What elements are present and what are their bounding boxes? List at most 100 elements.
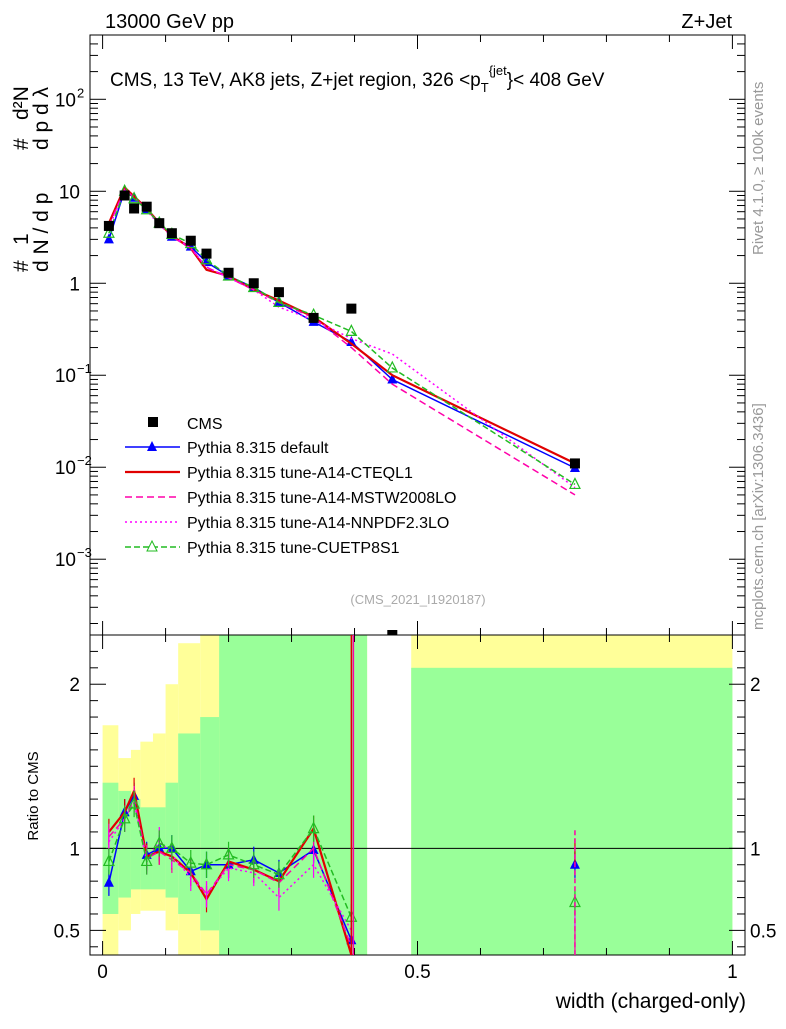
chart-title: CMS, 13 TeV, AK8 jets, Z+jet region, 326… — [110, 63, 605, 95]
series-point — [200, 252, 213, 265]
process-label: Z+Jet — [681, 11, 732, 33]
series-point — [346, 335, 357, 346]
ratio-tick-label-left: 0.5 — [54, 921, 80, 942]
ratio-tick-label-right: 2 — [750, 675, 761, 696]
ratio-y-ticks: 0.5 0.5 1 1 2 2 — [54, 650, 776, 948]
series-point — [272, 295, 285, 307]
cms-point — [346, 303, 357, 314]
x-ticks: 0 0.5 1 — [97, 35, 738, 983]
cms-point-offscale — [387, 630, 398, 635]
ratio-point — [307, 821, 320, 834]
cms-point — [308, 312, 319, 323]
ratio-bands — [102, 635, 733, 955]
cms-point — [119, 190, 130, 201]
cms-point — [201, 248, 212, 259]
ratio-point — [128, 796, 141, 809]
x-tick-label: 1 — [727, 962, 738, 983]
cms-point — [248, 278, 259, 289]
series-point — [102, 225, 115, 238]
cms-point — [185, 235, 196, 246]
ratio-point — [102, 854, 115, 867]
green-band — [130, 799, 141, 890]
y-tick-exponent: 2 — [77, 85, 84, 100]
green-band — [219, 635, 368, 955]
ratio-tick-label-left: 2 — [69, 675, 80, 696]
cms-point — [166, 228, 177, 239]
series-ratio — [102, 635, 581, 955]
series-point — [345, 324, 358, 336]
cms-points — [103, 190, 580, 635]
y-axis-label: # 1 d N / d p # d²N d p d λ — [10, 86, 53, 272]
ratio-tick-label-left: 1 — [69, 839, 80, 860]
cms-point — [273, 287, 284, 298]
ratio-y-label: Ratio to CMS — [25, 751, 42, 840]
series-line — [107, 185, 576, 465]
y-tick-label: 10 — [59, 182, 80, 203]
legend-label: Pythia 8.315 tune-A14-NNPDF2.3LO — [187, 515, 449, 532]
ratio-point — [222, 847, 235, 860]
series-line — [108, 188, 576, 496]
y-tick-label: 10 — [55, 550, 76, 571]
legend-marker — [146, 539, 158, 552]
title-main: CMS, 13 TeV, AK8 jets, Z+jet region, 326… — [110, 70, 481, 91]
mcplots-label: mcplots.cern.ch [arXiv:1306.3436] — [750, 403, 767, 630]
cms-point — [223, 267, 234, 278]
series-point — [128, 191, 141, 204]
y-label-dn: d N / d p — [30, 193, 53, 272]
y-tick-label: 10 — [55, 90, 76, 111]
green-band — [200, 717, 220, 931]
legend-label: Pythia 8.315 tune-A14-CTEQL1 — [187, 465, 413, 482]
x-axis-label: width (charged-only) — [555, 990, 746, 1013]
legend-marker — [147, 441, 157, 451]
ratio-point — [165, 840, 178, 853]
cms-point — [154, 218, 165, 229]
rivet-label: Rivet 4.1.0, ≥ 100k events — [750, 82, 767, 255]
x-tick-label: 0 — [97, 962, 108, 983]
ratio-point — [272, 867, 285, 880]
legend: CMS Pythia 8.315 default Pythia 8.315 tune… — [125, 416, 456, 557]
legend-marker-cms — [148, 417, 158, 427]
y-label-dpt: d p d λ — [30, 86, 53, 150]
cms-point — [103, 220, 114, 231]
y-tick-exponent: −1 — [77, 361, 92, 376]
ratio-point — [140, 854, 153, 867]
series-point — [387, 373, 398, 384]
title-brace: }< 408 GeV — [507, 70, 605, 91]
analysis-id: (CMS_2021_I1920187) — [350, 592, 485, 607]
y-tick-label: 10 — [55, 458, 76, 479]
ratio-point — [103, 876, 114, 887]
ratio-tick-label-right: 1 — [750, 839, 761, 860]
series-line — [108, 188, 576, 489]
green-band — [178, 733, 201, 914]
y-tick-label: 1 — [69, 274, 80, 295]
y-label-hash2: # — [10, 138, 33, 150]
legend-label: Pythia 8.315 default — [187, 440, 329, 457]
legend-label-cms: CMS — [187, 416, 223, 433]
cms-point — [569, 458, 580, 469]
ratio-tick-label-right: 0.5 — [750, 921, 776, 942]
ratio-point — [200, 857, 213, 870]
y-label-hash1: # — [10, 260, 33, 272]
title-sub: T — [481, 80, 489, 95]
title-sup: {jet — [489, 63, 507, 78]
x-tick-label: 0.5 — [404, 962, 430, 983]
y-tick-exponent: −3 — [77, 545, 92, 560]
legend-label: Pythia 8.315 tune-A14-MSTW2008LO — [187, 490, 456, 507]
ratio-point — [118, 811, 131, 824]
legend-label: Pythia 8.315 tune-CUETP8S1 — [187, 540, 400, 557]
y-tick-exponent: −2 — [77, 453, 92, 468]
cms-point — [141, 201, 152, 212]
ratio-point — [247, 857, 260, 870]
ratio-point — [153, 836, 166, 849]
ratio-point — [184, 855, 197, 868]
y-label-frac1: 1 — [10, 233, 33, 245]
series-line — [108, 189, 576, 469]
y-tick-label: 10 — [55, 366, 76, 387]
series-point — [386, 360, 399, 373]
y-label-d2n: d²N — [10, 86, 33, 120]
series-point — [103, 233, 114, 244]
green-band — [411, 667, 733, 955]
energy-label: 13000 GeV pp — [105, 11, 234, 33]
